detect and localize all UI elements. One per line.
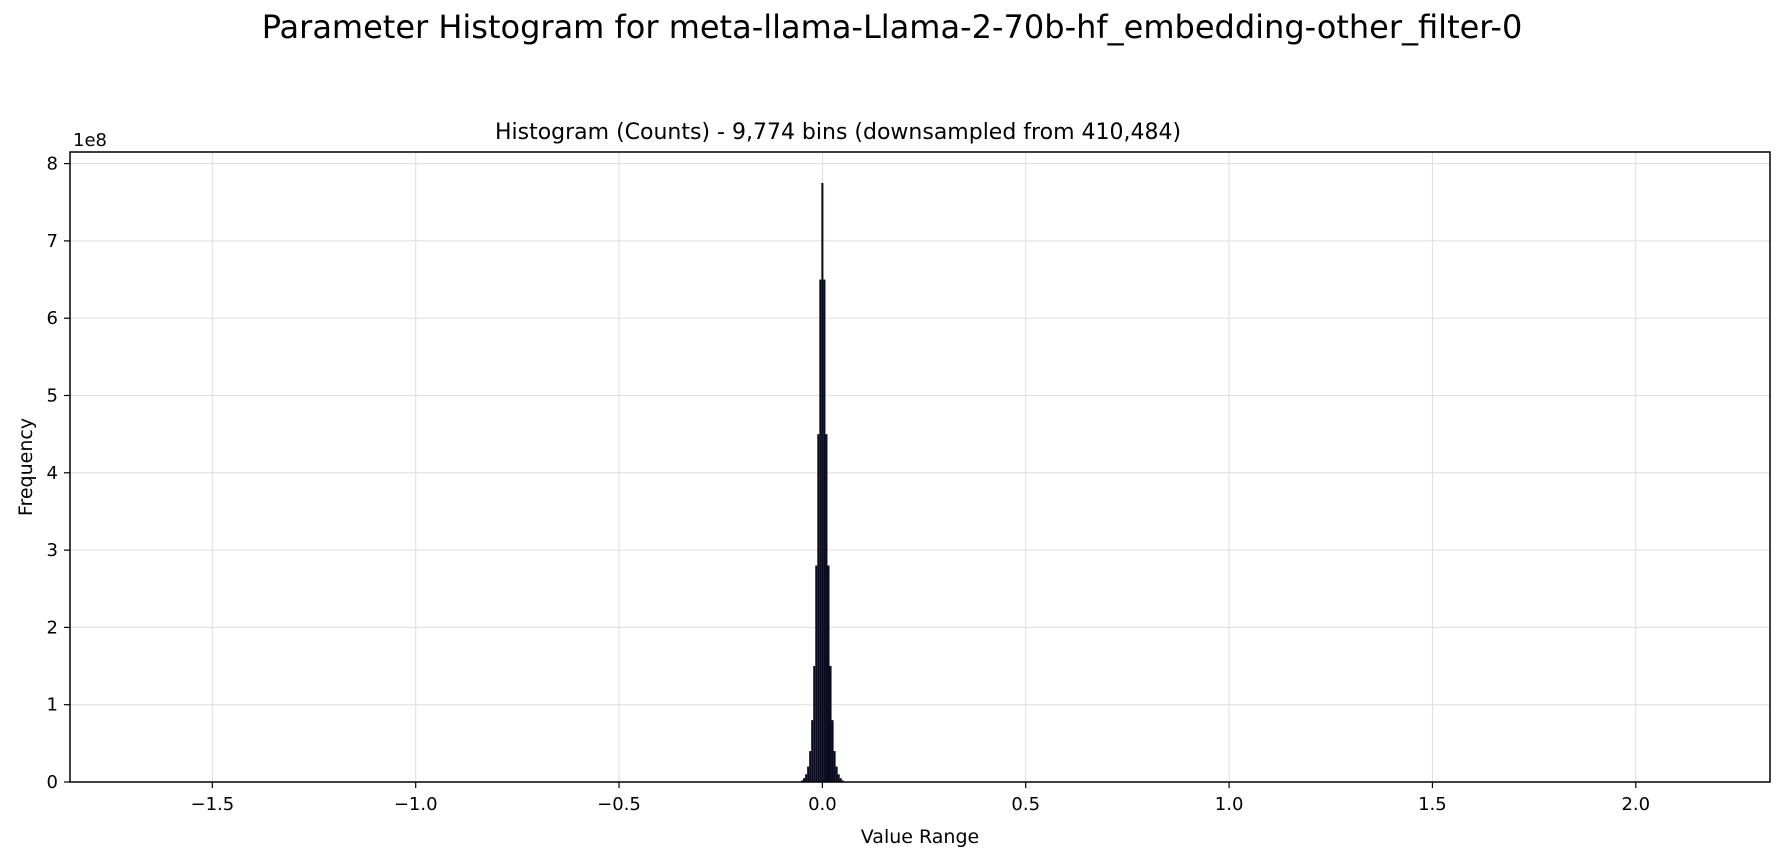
x-axis-ticks: −1.5 −1.0 −0.5 0.0 0.5 1.0 1.5 2.0: [190, 782, 1650, 815]
histogram-bar: [841, 780, 844, 782]
y-tick-label: 8: [47, 154, 58, 175]
gridlines: [70, 152, 1770, 783]
histogram-bar: [833, 751, 836, 782]
histogram-bar: [829, 666, 832, 782]
histogram-bar: [831, 720, 834, 782]
y-tick-label: 2: [47, 617, 58, 638]
x-tick-label: −0.5: [597, 794, 641, 815]
y-tick-label: 7: [47, 231, 58, 252]
y-tick-label: 0: [47, 772, 58, 793]
histogram-bar: [809, 751, 812, 782]
histogram-bar: [839, 778, 842, 782]
x-tick-label: 1.0: [1215, 794, 1244, 815]
histogram-bars: [801, 182, 844, 783]
x-tick-label: −1.0: [394, 794, 438, 815]
histogram-bar: [807, 766, 810, 782]
x-axis-label: Value Range: [861, 826, 979, 848]
histogram-bar: [811, 720, 814, 782]
histogram-bar: [817, 434, 820, 782]
x-tick-label: 2.0: [1621, 794, 1650, 815]
histogram-bar: [815, 565, 818, 782]
y-tick-label: 5: [47, 385, 58, 406]
y-tick-label: 3: [47, 540, 58, 561]
histogram-bar: [801, 780, 804, 782]
figure-suptitle: Parameter Histogram for meta-llama-Llama…: [261, 8, 1523, 46]
x-tick-label: 0.0: [808, 794, 837, 815]
histogram-bar: [821, 182, 824, 783]
histogram-bar: [835, 766, 838, 782]
histogram-bar: [823, 279, 826, 782]
y-axis-offset-text: 1e8: [73, 130, 107, 151]
histogram-bar: [813, 666, 816, 782]
y-axis-ticks: 0 1 2 3 4 5 6 7 8: [47, 154, 70, 793]
x-tick-label: −1.5: [190, 794, 234, 815]
chart-title: Histogram (Counts) - 9,774 bins (downsam…: [495, 120, 1181, 145]
y-tick-label: 1: [47, 695, 58, 716]
histogram-bar: [803, 778, 806, 782]
histogram-bar: [819, 279, 822, 782]
histogram-bar: [827, 565, 830, 782]
y-axis-label: Frequency: [15, 418, 37, 516]
plot-frame: [69, 151, 1771, 783]
histogram-bar: [805, 774, 808, 782]
y-tick-label: 6: [47, 308, 58, 329]
histogram-bar: [825, 434, 828, 782]
histogram-bar: [837, 774, 840, 782]
x-tick-label: 1.5: [1418, 794, 1447, 815]
x-tick-label: 0.5: [1011, 794, 1040, 815]
y-tick-label: 4: [47, 463, 58, 484]
